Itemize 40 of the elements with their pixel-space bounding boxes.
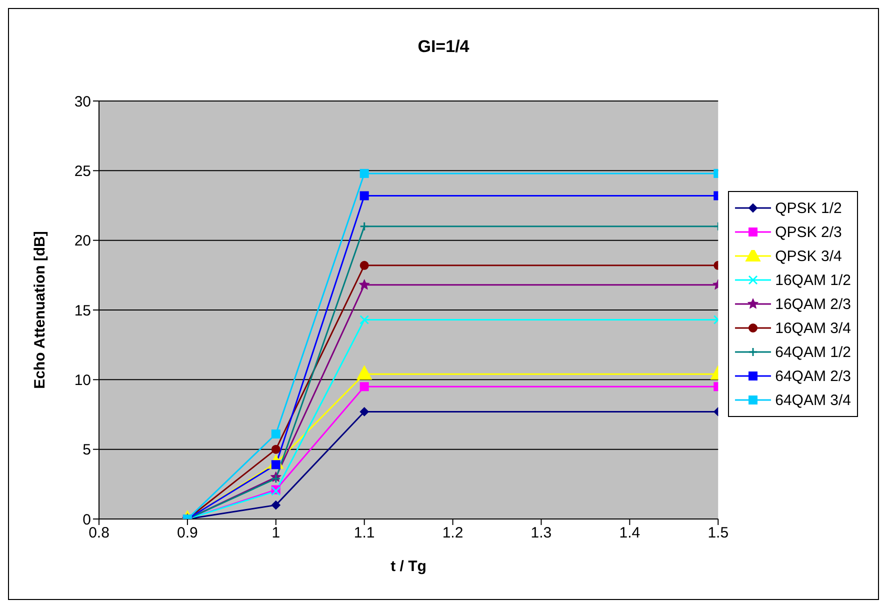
point bbox=[271, 430, 280, 439]
legend-label: 16QAM 1/2 bbox=[775, 272, 851, 288]
point bbox=[358, 279, 370, 290]
x-tick-label: 1 bbox=[272, 524, 280, 542]
x-tick-label: 1.2 bbox=[442, 524, 464, 542]
y-tick-label: 0 bbox=[82, 511, 91, 528]
legend-label: QPSK 2/3 bbox=[775, 224, 842, 240]
point bbox=[360, 168, 369, 178]
legend-label: 64QAM 1/2 bbox=[775, 344, 851, 360]
point bbox=[360, 315, 370, 325]
point bbox=[360, 222, 370, 232]
legend-label: 64QAM 3/4 bbox=[775, 392, 851, 408]
x-tick-label: 0.8 bbox=[88, 524, 110, 542]
point bbox=[360, 260, 369, 270]
chart-title: GI=1/4 bbox=[416, 37, 470, 57]
point bbox=[360, 191, 369, 200]
legend-label: QPSK 3/4 bbox=[775, 248, 842, 264]
y-tick-label: 15 bbox=[74, 302, 91, 320]
legend-label: 64QAM 2/3 bbox=[775, 368, 851, 384]
y-tick-label: 25 bbox=[74, 162, 91, 180]
y-tick-label: 20 bbox=[74, 232, 91, 250]
point bbox=[271, 444, 280, 454]
y-tick-label: 30 bbox=[74, 93, 91, 110]
point bbox=[271, 474, 281, 484]
point bbox=[360, 382, 369, 392]
x-tick-label: 1.4 bbox=[619, 524, 640, 542]
x-tick-label: 0.9 bbox=[177, 524, 198, 542]
point bbox=[271, 500, 280, 510]
y-tick-label: 5 bbox=[82, 442, 91, 459]
x-tick-label: 1.1 bbox=[354, 524, 375, 542]
legend-label: 16QAM 3/4 bbox=[775, 320, 851, 336]
point bbox=[360, 407, 369, 416]
x-axis-title: t / Tg bbox=[390, 558, 426, 575]
y-tick-label: 10 bbox=[74, 372, 91, 389]
point bbox=[356, 366, 372, 380]
x-tick-label: 1.3 bbox=[530, 524, 552, 542]
x-tick-label: 1.5 bbox=[708, 524, 729, 542]
legend-label: 16QAM 2/3 bbox=[775, 296, 851, 312]
y-axis-title: Echo Attenuation [dB] bbox=[31, 231, 48, 389]
legend-label: QPSK 1/2 bbox=[775, 200, 842, 216]
